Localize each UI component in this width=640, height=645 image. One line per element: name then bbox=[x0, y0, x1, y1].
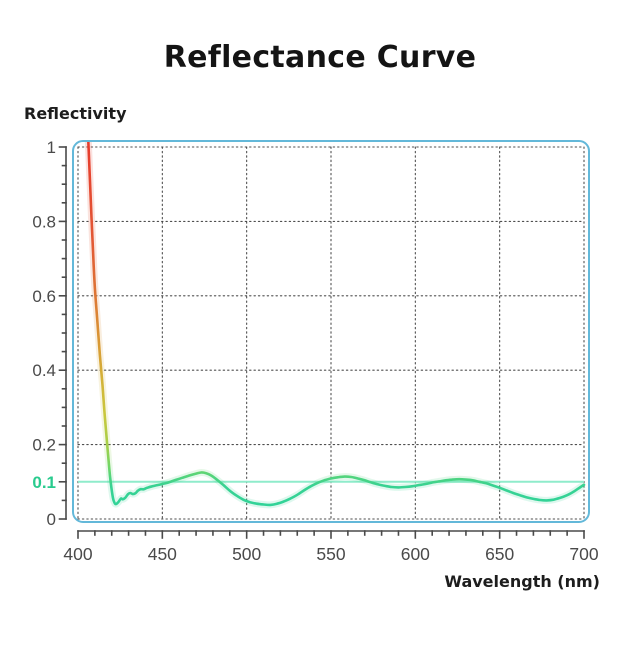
y-axis-title: Reflectivity bbox=[24, 104, 127, 123]
y-tick-label-0.6: 0.6 bbox=[32, 287, 56, 306]
x-axis-title: Wavelength (nm) bbox=[444, 572, 600, 591]
x-tick-label-400: 400 bbox=[63, 544, 92, 564]
x-tick-label-550: 550 bbox=[316, 544, 345, 564]
y-tick-label-0: 0 bbox=[47, 510, 56, 529]
x-tick-label-650: 650 bbox=[485, 544, 514, 564]
x-tick-label-700: 700 bbox=[569, 544, 598, 564]
x-tick-label-500: 500 bbox=[232, 544, 261, 564]
page-title: Reflectance Curve bbox=[163, 40, 477, 75]
reference-tick-label: 0.1 bbox=[32, 473, 56, 492]
reflectance-curve bbox=[86, 142, 586, 507]
y-tick-label-0.4: 0.4 bbox=[32, 361, 56, 380]
x-tick-label-450: 450 bbox=[148, 544, 177, 564]
y-tick-label-1: 1 bbox=[47, 138, 56, 157]
x-tick-label-600: 600 bbox=[401, 544, 430, 564]
y-tick-label-0.2: 0.2 bbox=[32, 436, 56, 455]
y-tick-label-0.8: 0.8 bbox=[32, 212, 56, 231]
